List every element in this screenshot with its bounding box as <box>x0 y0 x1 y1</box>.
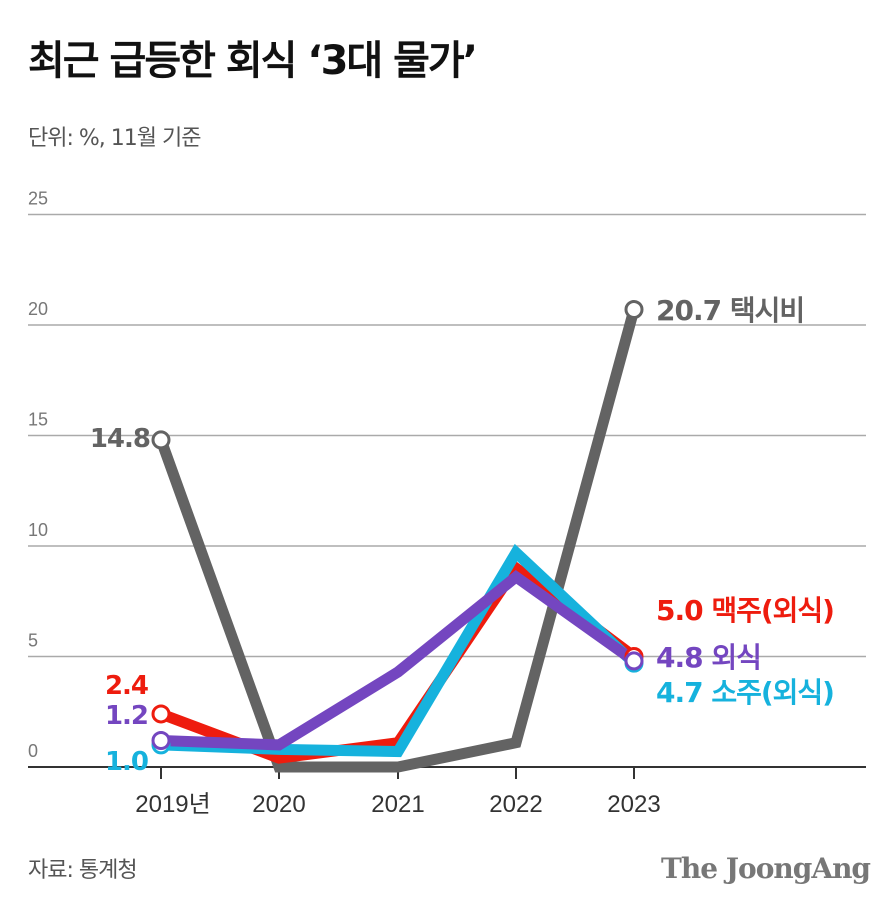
unit-label: 단위: %, 11월 기준 <box>28 126 201 151</box>
x-tick-label: 2020 <box>252 791 305 818</box>
x-tick-label: 2022 <box>489 791 542 818</box>
y-tick-label: 25 <box>28 189 48 209</box>
end-value-label: 20.7 택시비 <box>656 294 804 327</box>
publisher-logo: The JoongAng <box>661 852 871 885</box>
y-tick-label: 15 <box>28 410 48 430</box>
y-tick-label: 0 <box>28 741 38 761</box>
series-line-택시비 <box>155 308 640 773</box>
y-tick-label: 20 <box>28 299 48 319</box>
series-line-외식 <box>160 570 638 751</box>
end-value-label: 4.8 외식 <box>656 641 761 674</box>
x-tick-label: 2023 <box>607 791 660 818</box>
x-tick-label: 2019년 <box>135 791 210 818</box>
end-value-label: 4.7 소주(외식) <box>656 676 834 709</box>
end-value-label: 5.0 맥주(외식) <box>656 594 834 627</box>
endpoint-marker <box>624 300 644 320</box>
endpoint-marker <box>151 430 171 450</box>
start-value-label: 1.0 <box>105 747 148 777</box>
endpoint-marker <box>151 704 171 724</box>
source-note: 자료: 통계청 <box>28 858 138 883</box>
endpoint-marker <box>151 730 171 750</box>
start-value-label: 2.4 <box>105 671 148 701</box>
y-tick-label: 10 <box>28 520 48 540</box>
y-tick-label: 5 <box>28 631 38 651</box>
start-value-label: 1.2 <box>105 701 148 731</box>
x-tick-label: 2021 <box>371 791 424 818</box>
chart-title: 최근 급등한 회식 ‘3대 물가’ <box>28 38 478 84</box>
endpoint-marker <box>624 651 644 671</box>
start-value-label: 14.8 <box>90 424 150 454</box>
